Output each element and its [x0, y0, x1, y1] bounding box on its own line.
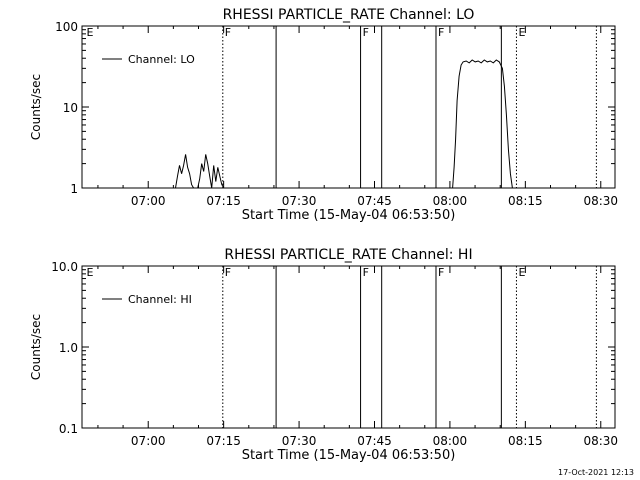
plot-frame	[81, 25, 616, 189]
legend-label: Channel: LO	[128, 53, 195, 66]
legend-label: Channel: HI	[128, 293, 192, 306]
event-marker-label: F	[225, 266, 231, 279]
x-tick-label: 08:15	[508, 194, 543, 208]
chart-title: RHESSI PARTICLE_RATE Channel: LO	[223, 7, 475, 23]
x-axis-label: Start Time (15-May-04 06:53:50)	[242, 208, 456, 223]
x-tick-label: 08:00	[433, 434, 468, 448]
x-tick-label: 08:30	[583, 194, 618, 208]
series-line	[452, 59, 513, 189]
event-marker-label: F	[225, 26, 231, 39]
event-marker-label: E	[87, 266, 94, 279]
y-axis-label: Counts/sec	[29, 314, 43, 380]
x-tick-label: 08:30	[583, 434, 618, 448]
x-axis-label: Start Time (15-May-04 06:53:50)	[242, 448, 456, 463]
event-marker-label: F	[438, 26, 444, 39]
series-line	[175, 154, 225, 189]
x-tick-label: 08:00	[433, 194, 468, 208]
x-tick-label: 07:45	[357, 434, 392, 448]
x-tick-label: 07:45	[357, 194, 392, 208]
event-marker-label: E	[518, 26, 525, 39]
y-tick-label: 100	[55, 20, 78, 34]
x-tick-label: 07:15	[206, 194, 241, 208]
y-tick-label: 0.1	[59, 422, 78, 436]
footer-timestamp: 17-Oct-2021 12:13	[558, 468, 634, 477]
x-tick-label: 07:00	[131, 194, 166, 208]
event-marker-label: E	[518, 266, 525, 279]
event-marker-label: F	[363, 26, 369, 39]
x-tick-label: 07:15	[206, 434, 241, 448]
plot-frame	[81, 265, 616, 429]
x-tick-label: 07:00	[131, 434, 166, 448]
y-axis-label: Counts/sec	[29, 74, 43, 140]
y-tick-label: 1.0	[59, 341, 78, 355]
event-marker-label: F	[438, 266, 444, 279]
y-tick-label: 10.0	[51, 260, 78, 274]
y-tick-label: 10	[63, 101, 78, 115]
y-tick-label: 1	[70, 182, 78, 196]
event-marker-label: F	[363, 266, 369, 279]
chart-title: RHESSI PARTICLE_RATE Channel: HI	[224, 247, 472, 263]
x-tick-label: 08:15	[508, 434, 543, 448]
event-marker-label: E	[87, 26, 94, 39]
x-tick-label: 07:30	[282, 434, 317, 448]
x-tick-label: 07:30	[282, 194, 317, 208]
